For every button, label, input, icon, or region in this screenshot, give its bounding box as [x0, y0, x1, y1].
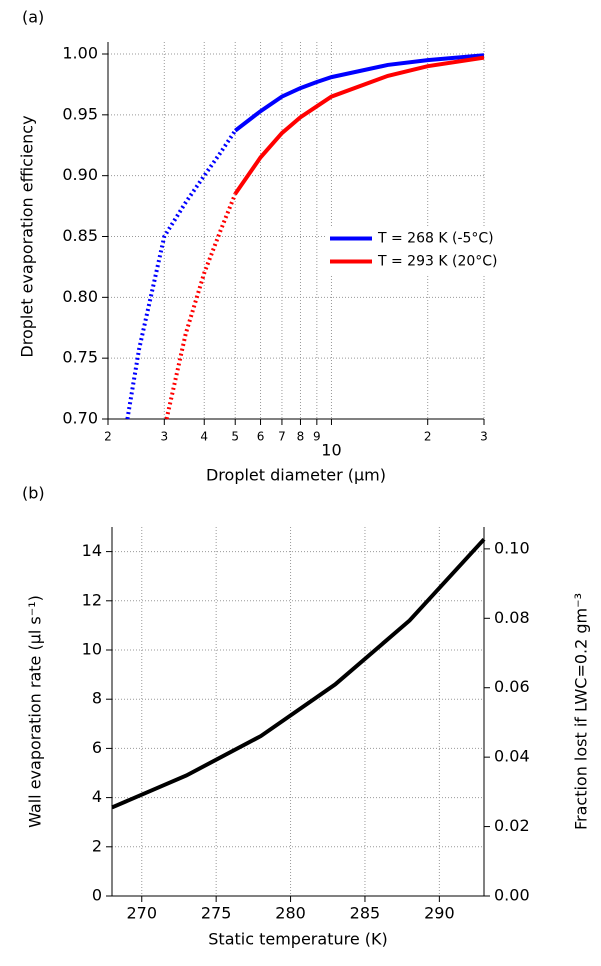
y2-tick-label: 0.06 — [494, 677, 530, 696]
y2-tick-label: 0.00 — [494, 886, 530, 905]
data-line — [234, 53, 485, 133]
x-tick-label: 2 — [104, 430, 112, 444]
y-tick-label: 6 — [92, 738, 102, 757]
y-tick-label: 4 — [92, 787, 102, 806]
x-axis-title: Droplet diameter (μm) — [206, 466, 386, 485]
y-tick-label: 14 — [82, 541, 102, 560]
y2-axis-title: Fraction lost if LWC=0.2 gm⁻³ — [572, 593, 591, 830]
x-tick-label: 10 — [321, 441, 341, 460]
panel-label: (b) — [22, 484, 45, 503]
y-tick-label: 0.70 — [62, 409, 98, 428]
x-axis-title: Static temperature (K) — [208, 930, 387, 949]
y-tick-label: 0.90 — [62, 165, 98, 184]
x-tick-label: 2 — [424, 430, 432, 444]
x-tick-label: 3 — [160, 430, 168, 444]
data-line — [164, 193, 238, 420]
y2-tick-label: 0.10 — [494, 538, 530, 557]
panel: (b) 270 275 280 285 290 0 2 4 6 8 10 12 14 0.00 0.02 0.0… — [22, 484, 591, 949]
x-tick-label: 275 — [201, 904, 232, 923]
y-tick-label: 10 — [82, 640, 102, 659]
legend-label: T = 293 K (20°C) — [377, 254, 498, 270]
x-tick-label: 285 — [350, 904, 381, 923]
y-axis-title: Droplet evaporation efficiency — [18, 115, 37, 357]
x-tick-label: 4 — [200, 430, 208, 444]
x-tick-label: 3 — [480, 430, 488, 444]
y-tick-label: 0 — [92, 886, 102, 905]
y-tick-label: 12 — [82, 590, 102, 609]
data-line — [111, 537, 486, 810]
x-tick-label: 280 — [275, 904, 306, 923]
y2-tick-label: 0.04 — [494, 747, 530, 766]
data-line — [125, 129, 237, 420]
y-tick-label: 2 — [92, 836, 102, 855]
y2-tick-label: 0.02 — [494, 816, 530, 835]
x-tick-label: 6 — [257, 430, 265, 444]
data-line — [233, 55, 485, 196]
y-tick-label: 8 — [92, 689, 102, 708]
y2-tick-label: 0.08 — [494, 608, 530, 627]
x-tick-label: 7 — [278, 430, 286, 444]
x-tick-label: 9 — [313, 430, 321, 444]
panel-label: (a) — [22, 8, 44, 27]
panel: (a) 2 3 4 5 6 7 8 910 2 3 0.70 0.75 0.80 0.85 0.90 0.95 1… — [18, 8, 516, 485]
x-tick-label: 8 — [297, 430, 305, 444]
y-axis-title: Wall evaporation rate (μl s⁻¹) — [26, 595, 45, 828]
y-tick-label: 1.00 — [62, 44, 98, 63]
x-tick-label: 270 — [126, 904, 157, 923]
x-tick-label: 5 — [231, 430, 239, 444]
legend-box — [326, 226, 516, 275]
legend-label: T = 268 K (-5°C) — [377, 231, 494, 247]
x-tick-label: 290 — [424, 904, 455, 923]
y-tick-label: 0.75 — [62, 348, 98, 367]
y-tick-label: 0.80 — [62, 287, 98, 306]
y-tick-label: 0.85 — [62, 226, 98, 245]
y-tick-label: 0.95 — [62, 104, 98, 123]
